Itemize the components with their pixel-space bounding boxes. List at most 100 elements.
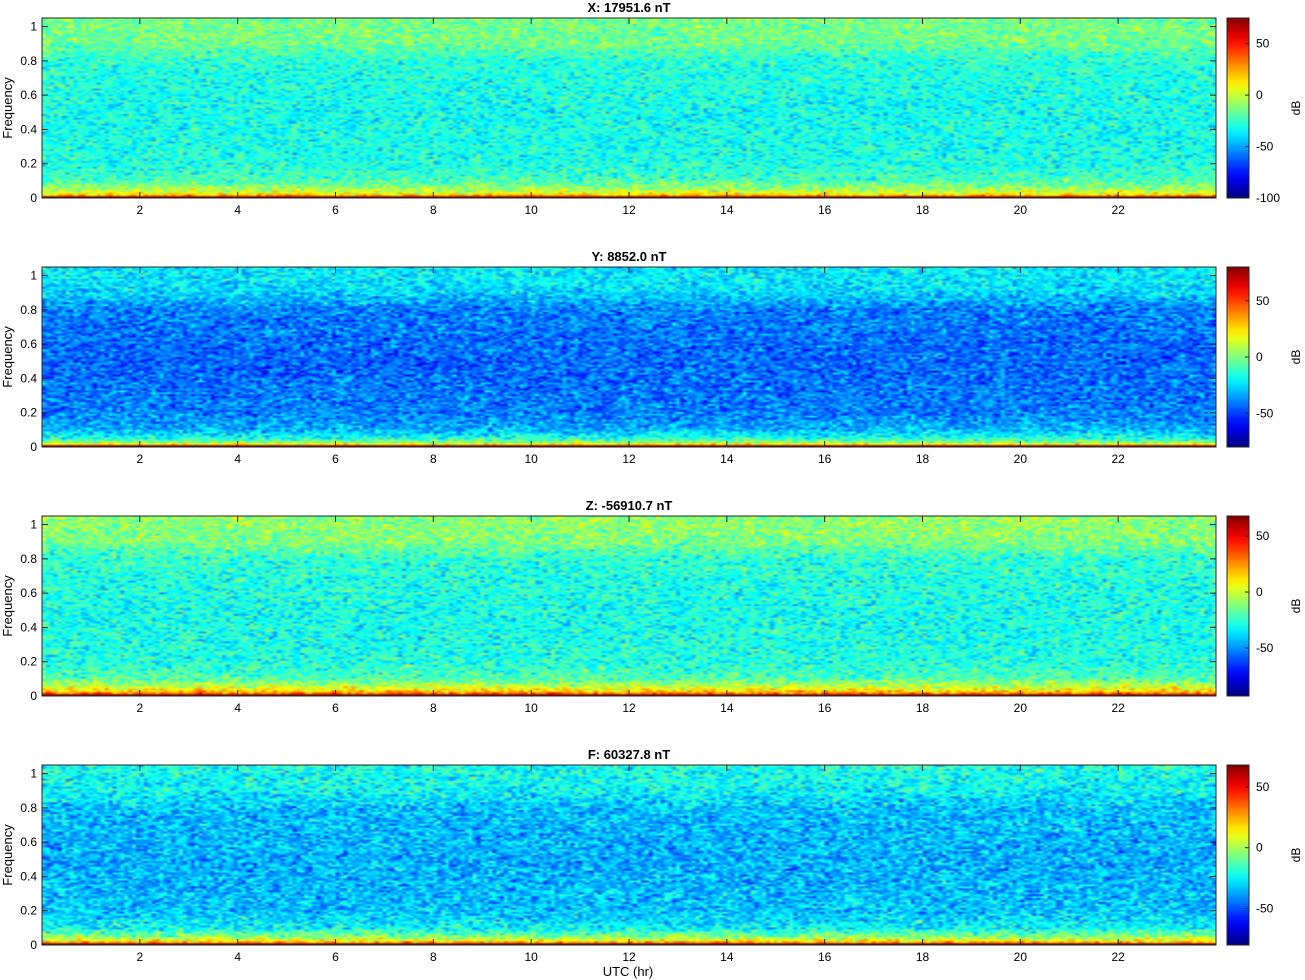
x-tick-label: 4 (234, 701, 241, 715)
x-tick-label: 8 (430, 452, 437, 466)
y-tick-label: 0.4 (20, 122, 37, 136)
y-tick-label: 0.8 (20, 54, 37, 68)
colorbar: -50 0 50 dB (1226, 764, 1303, 946)
x-tick-label: 18 (916, 203, 930, 217)
y-axis-label: Frequency (0, 326, 15, 388)
x-axis-label: UTC (hr) (603, 964, 654, 979)
x-tick-label: 16 (818, 203, 832, 217)
x-tick-label: 10 (524, 950, 538, 964)
y-tick-label: 0.2 (20, 406, 37, 420)
x-tick-label: 10 (524, 701, 538, 715)
colorbar: -50 0 50 dB (1226, 515, 1303, 697)
x-tick-label: 12 (622, 950, 636, 964)
x-tick-label: 20 (1014, 701, 1028, 715)
y-tick-label: 0.8 (20, 552, 37, 566)
x-tick-label: 22 (1111, 452, 1125, 466)
x-tick-label: 20 (1014, 950, 1028, 964)
y-tick-label: 0 (30, 191, 37, 205)
y-tick-label: 0.4 (20, 620, 37, 634)
x-tick-label: 8 (430, 950, 437, 964)
x-tick-label: 18 (916, 452, 930, 466)
colorbar-tick-label: -50 (1256, 641, 1274, 655)
colorbar-tick-label: -50 (1256, 140, 1274, 154)
y-tick-label: 0 (30, 938, 37, 952)
y-axis-label: Frequency (0, 77, 15, 139)
panel-title: Z: -56910.7 nT (586, 498, 673, 513)
y-tick-label: 0.8 (20, 801, 37, 815)
colorbar-tick-label: -50 (1256, 902, 1274, 916)
x-tick-label: 14 (720, 701, 734, 715)
colorbar-tick-label: 0 (1256, 88, 1263, 102)
x-tick-label: 16 (818, 452, 832, 466)
x-tick-label: 12 (622, 452, 636, 466)
y-tick-label: 1 (30, 269, 37, 283)
colorbar-tick-label: 0 (1256, 841, 1263, 855)
y-tick-label: 0.2 (20, 904, 37, 918)
y-tick-label: 0.6 (20, 586, 37, 600)
y-tick-label: 0.2 (20, 655, 37, 669)
colorbar-tick-label: 50 (1256, 294, 1270, 308)
spectrogram-image (42, 18, 1216, 198)
x-tick-label: 2 (136, 950, 143, 964)
colorbar-label: dB (1289, 350, 1303, 365)
y-tick-label: 1 (30, 767, 37, 781)
y-tick-label: 0.6 (20, 337, 37, 351)
colorbar-tick-label: 50 (1256, 780, 1270, 794)
x-tick-label: 4 (234, 452, 241, 466)
colorbar-tick-label: 0 (1256, 350, 1263, 364)
y-tick-label: 0.4 (20, 869, 37, 883)
colorbar-label: dB (1289, 101, 1303, 116)
y-axis-label: Frequency (0, 824, 15, 886)
panel-title: F: 60327.8 nT (588, 747, 670, 762)
colorbar-tick-label: -50 (1256, 406, 1274, 420)
x-tick-label: 8 (430, 203, 437, 217)
x-tick-label: 12 (622, 701, 636, 715)
x-tick-label: 18 (916, 701, 930, 715)
x-tick-label: 6 (332, 950, 339, 964)
x-tick-label: 20 (1014, 203, 1028, 217)
colorbar-label: dB (1289, 599, 1303, 614)
spectrogram-image (42, 267, 1216, 447)
y-tick-label: 0.4 (20, 371, 37, 385)
y-axis-label: Frequency (0, 575, 15, 637)
y-tick-label: 0.6 (20, 835, 37, 849)
colorbar: -50 0 50 dB (1226, 266, 1303, 448)
colorbar-scale (1226, 764, 1250, 946)
x-tick-label: 8 (430, 701, 437, 715)
colorbar-scale (1226, 515, 1250, 697)
x-tick-label: 6 (332, 203, 339, 217)
colorbar-tick-label: 50 (1256, 37, 1270, 51)
x-tick-label: 2 (136, 203, 143, 217)
y-tick-label: 0 (30, 689, 37, 703)
x-tick-label: 12 (622, 203, 636, 217)
x-tick-label: 10 (524, 452, 538, 466)
panel-title: X: 17951.6 nT (587, 0, 670, 15)
colorbar: -100 -50 0 50 dB (1226, 17, 1303, 205)
x-tick-label: 18 (916, 950, 930, 964)
x-tick-label: 4 (234, 950, 241, 964)
y-tick-label: 0.6 (20, 88, 37, 102)
colorbar-scale (1226, 17, 1250, 199)
x-tick-label: 14 (720, 203, 734, 217)
y-tick-label: 1 (30, 518, 37, 532)
x-tick-label: 22 (1111, 950, 1125, 964)
x-tick-label: 14 (720, 452, 734, 466)
x-tick-label: 20 (1014, 452, 1028, 466)
x-tick-label: 6 (332, 452, 339, 466)
y-tick-label: 0.8 (20, 303, 37, 317)
colorbar-tick-label: 0 (1256, 585, 1263, 599)
panel-title: Y: 8852.0 nT (592, 249, 667, 264)
x-tick-label: 22 (1111, 203, 1125, 217)
colorbar-label: dB (1289, 848, 1303, 863)
x-tick-label: 10 (524, 203, 538, 217)
x-tick-label: 16 (818, 701, 832, 715)
x-tick-label: 2 (136, 701, 143, 715)
x-tick-label: 22 (1111, 701, 1125, 715)
y-tick-label: 0.2 (20, 157, 37, 171)
colorbar-tick-label: -100 (1256, 191, 1280, 205)
